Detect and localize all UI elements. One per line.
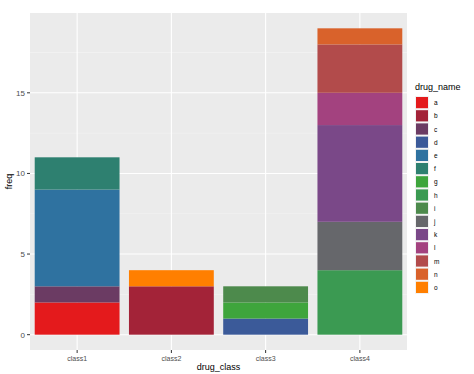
y-axis-title: freq (4, 174, 14, 190)
legend-label: f (434, 165, 436, 172)
x-tick (265, 350, 266, 353)
x-tick (77, 350, 78, 353)
legend-label: o (434, 284, 438, 291)
x-tick-label: class2 (161, 355, 181, 362)
y-tick (27, 92, 30, 93)
legend-label: k (434, 231, 438, 238)
legend-swatch (416, 110, 428, 121)
bar-segment (35, 286, 120, 302)
bar-segment (317, 93, 402, 125)
legend-label: e (434, 152, 438, 159)
x-tick-label: class3 (256, 355, 276, 362)
x-tick-label: class4 (350, 355, 370, 362)
x-axis-title: drug_class (197, 362, 241, 372)
legend-key-bg (415, 188, 429, 201)
legend-key-bg (415, 254, 429, 267)
bar-segment (35, 190, 120, 287)
legend-swatch (416, 137, 428, 148)
bar-segment (317, 125, 402, 222)
legend-key-bg (415, 96, 429, 109)
y-tick (27, 254, 30, 255)
y-tick-label: 0 (21, 331, 26, 340)
legend-label: l (434, 244, 436, 251)
legend-key-bg (415, 136, 429, 149)
x-tick (171, 350, 172, 353)
legend-swatch (416, 229, 428, 240)
bar-segment (35, 157, 120, 189)
legend-label: c (434, 126, 438, 133)
y-tick-label: 10 (16, 169, 25, 178)
legend-swatch (416, 282, 428, 293)
bar-segment (317, 270, 402, 334)
legend-swatch (416, 189, 428, 200)
legend-swatch (416, 269, 428, 280)
legend-swatch (416, 242, 428, 253)
bar-segment (317, 44, 402, 92)
legend-swatch (416, 163, 428, 174)
bar-segment (223, 286, 308, 302)
y-tick-label: 15 (16, 89, 25, 98)
legend-label: d (434, 139, 438, 146)
bar-segment (317, 28, 402, 44)
legend-title: drug_name (415, 82, 461, 92)
y-tick (27, 173, 30, 174)
x-tick-label: class1 (67, 355, 87, 362)
bar-segment (35, 302, 120, 334)
bar-segment (223, 302, 308, 318)
legend-label: j (433, 218, 435, 226)
legend-key-bg (415, 149, 429, 162)
legend-label: h (434, 192, 438, 199)
legend-key-bg (415, 122, 429, 135)
legend-label: a (434, 99, 438, 106)
legend-key-bg (415, 241, 429, 254)
x-tick (359, 350, 360, 353)
bar-segment (129, 270, 214, 286)
legend-swatch (416, 216, 428, 227)
legend-key-bg (415, 175, 429, 188)
legend-swatch (416, 150, 428, 161)
legend-key-bg (415, 268, 429, 281)
legend-key-bg (415, 202, 429, 215)
bars (35, 28, 403, 334)
legend-label: n (434, 271, 438, 278)
legend-label: m (434, 258, 439, 265)
legend-label: g (434, 178, 438, 186)
y-tick (27, 334, 30, 335)
legend-key-bg (415, 215, 429, 228)
legend-swatch (416, 123, 428, 134)
y-tick-label: 5 (21, 250, 26, 259)
bar-segment (317, 222, 402, 270)
chart: 0 5 10 15 class1 class2 class3 class4 drug_class… (0, 0, 474, 374)
legend-key-bg (415, 228, 429, 241)
legend-label: b (434, 112, 438, 119)
legend-swatch (416, 255, 428, 266)
bar-segment (223, 319, 308, 335)
legend-swatch (416, 176, 428, 187)
legend-swatch (416, 97, 428, 108)
panel (30, 13, 407, 350)
legend-key-bg (415, 162, 429, 175)
legend-swatch (416, 203, 428, 214)
legend-key-bg (415, 281, 429, 294)
legend-key-bg (415, 109, 429, 122)
legend-label: i (434, 205, 435, 212)
bar-segment (129, 286, 214, 334)
